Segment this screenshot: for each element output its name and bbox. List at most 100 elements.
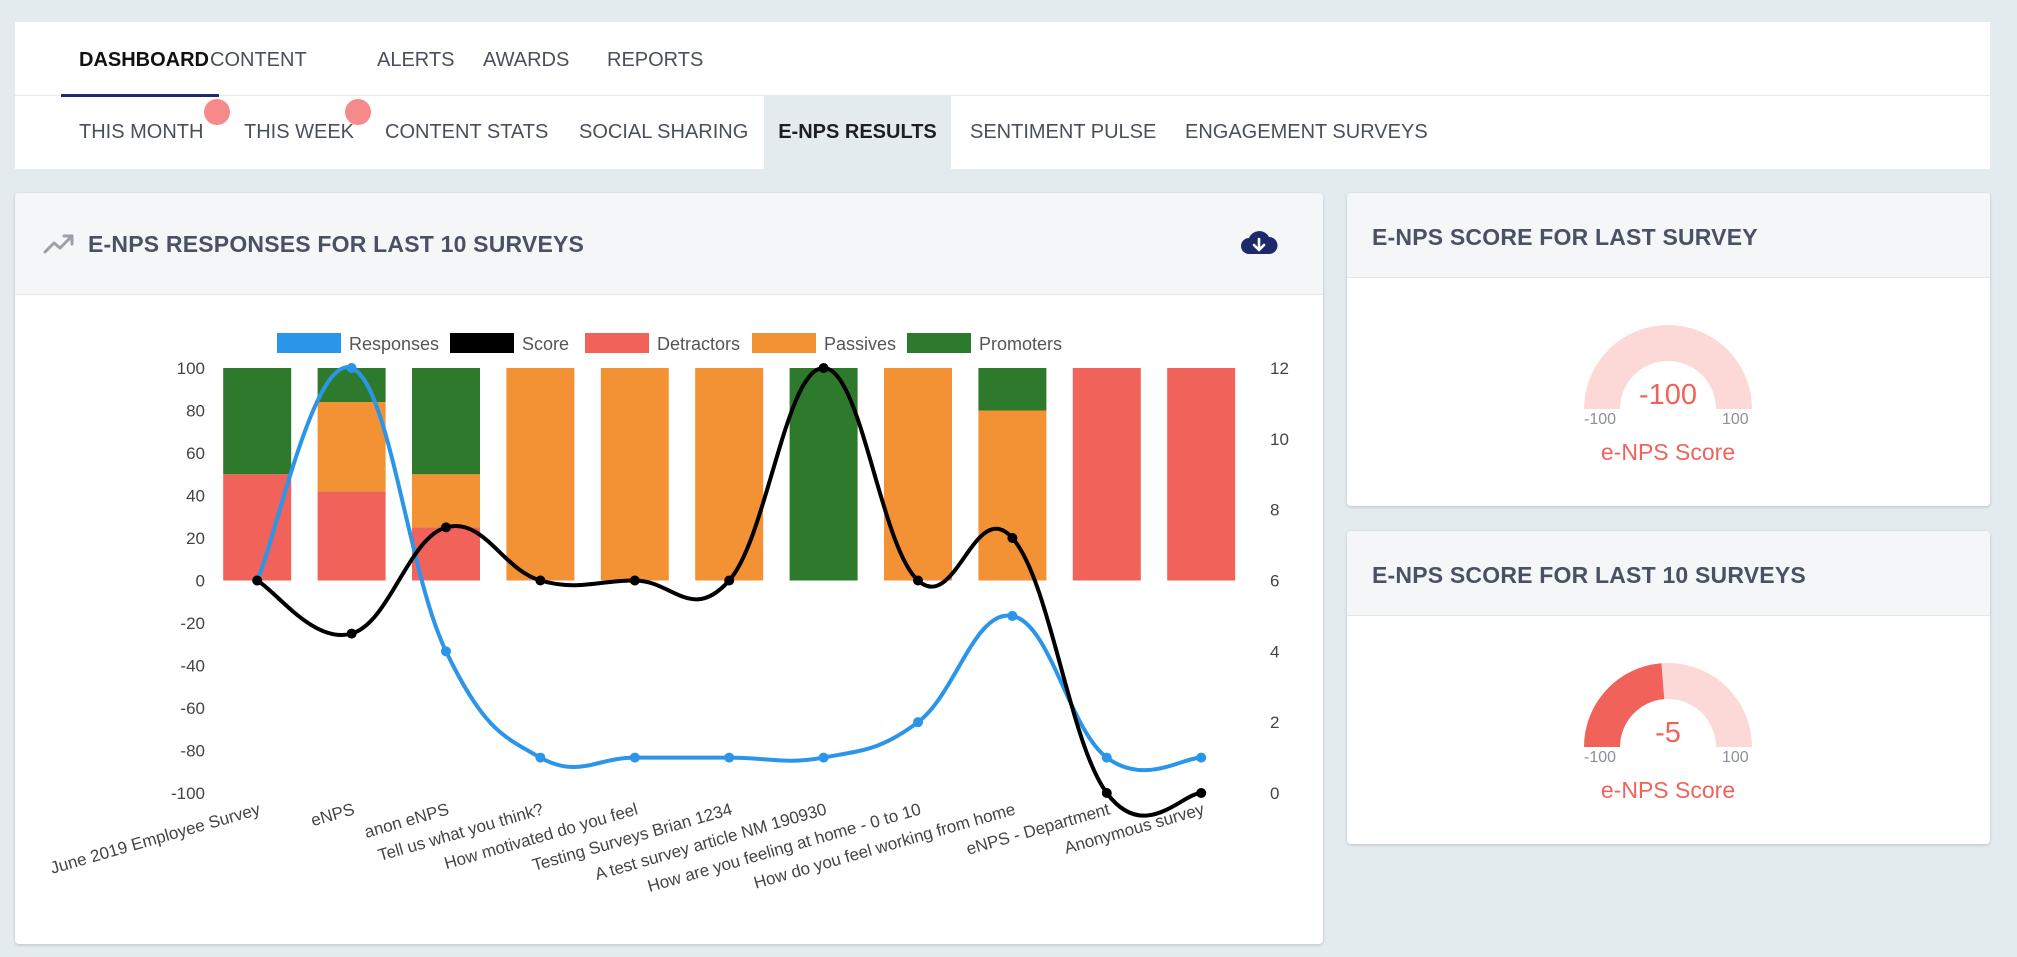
last-survey-card: E-NPS SCORE FOR LAST SURVEY -100 -100 10… bbox=[1347, 193, 1990, 506]
y-axis-right-tick: 12 bbox=[1270, 359, 1289, 378]
card-title: E-NPS SCORE FOR LAST SURVEY bbox=[1372, 224, 1758, 250]
y-axis-left-tick: -40 bbox=[180, 657, 205, 676]
point-score bbox=[913, 575, 923, 586]
gauge-track bbox=[1584, 325, 1752, 409]
last-10-surveys-card: E-NPS SCORE FOR LAST 10 SURVEYS -5 -100 … bbox=[1347, 531, 1990, 844]
y-axis-right-tick: 4 bbox=[1270, 642, 1279, 661]
y-axis-left-tick: 40 bbox=[186, 487, 205, 506]
gauge bbox=[1584, 325, 1752, 409]
series-line-responses bbox=[255, 365, 1202, 773]
y-axis-right-tick: 0 bbox=[1270, 784, 1279, 803]
subtab-enps-results[interactable]: E-NPS RESULTS bbox=[764, 96, 951, 169]
gauge-label: e-NPS Score bbox=[1600, 777, 1736, 803]
enps-chart: 100806040200-20-40-60-80-100121086420Res… bbox=[48, 333, 1289, 896]
y-axis-left-tick: 100 bbox=[177, 359, 205, 378]
notification-dot bbox=[204, 99, 230, 125]
y-axis-left-tick: -80 bbox=[180, 742, 205, 761]
card-title: E-NPS SCORE FOR LAST 10 SURVEYS bbox=[1372, 562, 1806, 588]
notification-dot bbox=[345, 99, 371, 125]
bar-detractors bbox=[1072, 368, 1141, 581]
point-score bbox=[252, 575, 263, 586]
tab-dashboard[interactable]: DASHBOARD bbox=[61, 22, 219, 97]
point-score bbox=[346, 628, 357, 639]
card-title: E-NPS RESPONSES FOR LAST 10 SURVEYS bbox=[88, 231, 585, 257]
y-axis-right-tick: 2 bbox=[1270, 713, 1279, 732]
y-axis-right-tick: 6 bbox=[1270, 572, 1279, 591]
point-score bbox=[818, 363, 829, 373]
tab-content[interactable]: CONTENT bbox=[210, 49, 307, 71]
subtab-content-stats[interactable]: CONTENT STATS bbox=[385, 121, 549, 143]
bar-passives bbox=[978, 410, 1047, 581]
subtab-sentiment-pulse[interactable]: SENTIMENT PULSE bbox=[970, 121, 1157, 143]
legend-label-promoters: Promoters bbox=[979, 334, 1062, 354]
point-responses bbox=[535, 752, 546, 763]
bar-passives bbox=[506, 368, 575, 581]
point-score bbox=[629, 575, 640, 586]
subtab-social-sharing[interactable]: SOCIAL SHARING bbox=[579, 121, 749, 143]
bar-passives bbox=[412, 474, 480, 528]
tab-reports[interactable]: REPORTS bbox=[607, 49, 704, 71]
subtab-this-week[interactable]: THIS WEEK bbox=[244, 121, 355, 143]
x-axis-tick-label: June 2019 Employee Survey bbox=[48, 799, 263, 877]
gauge-max: 100 bbox=[1722, 411, 1749, 428]
bar-promoters bbox=[978, 368, 1047, 411]
gauge-min: -100 bbox=[1584, 749, 1617, 766]
gauge-fill bbox=[1584, 663, 1665, 747]
bar-promoters bbox=[223, 368, 292, 475]
point-responses bbox=[724, 752, 735, 763]
subtab-this-month[interactable]: THIS MONTH bbox=[79, 121, 204, 143]
point-responses bbox=[913, 717, 923, 728]
point-score bbox=[724, 575, 735, 586]
y-axis-right-tick: 8 bbox=[1270, 501, 1279, 520]
legend-label-passives: Passives bbox=[824, 334, 896, 354]
point-score bbox=[1101, 788, 1112, 798]
gauge-label: e-NPS Score bbox=[1600, 439, 1736, 465]
cloud-download-icon[interactable] bbox=[1240, 228, 1278, 258]
point-responses bbox=[1007, 610, 1018, 621]
gauge-max: 100 bbox=[1722, 749, 1749, 766]
y-axis-left-tick: 20 bbox=[186, 529, 205, 548]
point-responses bbox=[1196, 752, 1207, 763]
legend-swatch-score bbox=[450, 333, 514, 353]
bar-passives bbox=[695, 368, 764, 581]
top-nav: DASHBOARD CONTENT ALERTS AWARDS REPORTS … bbox=[15, 22, 1990, 169]
legend-swatch-detractors bbox=[585, 333, 649, 353]
legend-label-score: Score bbox=[522, 334, 569, 354]
legend-swatch-responses bbox=[277, 333, 341, 353]
card-header: E-NPS SCORE FOR LAST 10 SURVEYS bbox=[1347, 531, 1990, 616]
point-responses bbox=[1101, 752, 1112, 763]
bar-passives bbox=[884, 368, 952, 581]
card-header: E-NPS RESPONSES FOR LAST 10 SURVEYS bbox=[15, 193, 1323, 295]
point-responses bbox=[818, 752, 829, 763]
y-axis-left-tick: -20 bbox=[180, 614, 205, 633]
point-score bbox=[1007, 533, 1018, 543]
card-header: E-NPS SCORE FOR LAST SURVEY bbox=[1347, 193, 1990, 278]
y-axis-right-tick: 10 bbox=[1270, 430, 1289, 449]
point-responses bbox=[441, 646, 451, 657]
bar-detractors bbox=[1167, 368, 1236, 581]
subtab-engagement-surveys[interactable]: ENGAGEMENT SURVEYS bbox=[1185, 121, 1428, 143]
x-axis-tick-label: eNPS bbox=[309, 800, 357, 831]
enps-responses-card: E-NPS RESPONSES FOR LAST 10 SURVEYS 100 8… bbox=[15, 193, 1323, 944]
bar-promoters bbox=[789, 368, 858, 581]
legend-swatch-promoters bbox=[907, 333, 971, 353]
point-responses bbox=[346, 363, 357, 373]
gauge bbox=[1584, 663, 1752, 747]
legend-swatch-passives bbox=[752, 333, 816, 353]
point-responses bbox=[629, 752, 640, 763]
primary-tabs: DASHBOARD CONTENT ALERTS AWARDS REPORTS bbox=[15, 22, 1990, 97]
gauge-min: -100 bbox=[1584, 411, 1617, 428]
y-axis-left-tick: -100 bbox=[171, 784, 205, 803]
point-score bbox=[535, 575, 546, 586]
gauge-value: -100 bbox=[1638, 379, 1698, 411]
series-line-score bbox=[256, 365, 1202, 818]
trending-up-icon bbox=[43, 234, 74, 254]
bar-promoters bbox=[412, 368, 480, 475]
point-score bbox=[1196, 788, 1207, 798]
legend-label-responses: Responses bbox=[349, 334, 439, 354]
legend-label-detractors: Detractors bbox=[657, 334, 740, 354]
bar-detractors bbox=[317, 491, 386, 581]
tab-alerts[interactable]: ALERTS bbox=[377, 49, 455, 71]
bar-detractors bbox=[412, 527, 480, 581]
tab-awards[interactable]: AWARDS bbox=[483, 49, 570, 71]
